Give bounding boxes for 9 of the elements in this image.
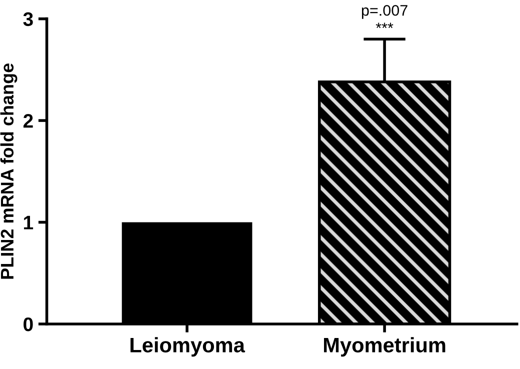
y-axis-title: PLIN2 mRNA fold change (0, 64, 18, 279)
x-tick-label: Myometrium (324, 337, 446, 357)
y-tick-label: 2 (23, 114, 33, 128)
y-tick-label: 1 (24, 216, 34, 230)
annotation: *** (376, 22, 394, 28)
y-tick-label: 0 (24, 317, 33, 332)
y-tick-label: 3 (23, 12, 33, 26)
x-tick-label: Leiomyoma (130, 337, 246, 357)
text: p=.007 (362, 4, 408, 19)
